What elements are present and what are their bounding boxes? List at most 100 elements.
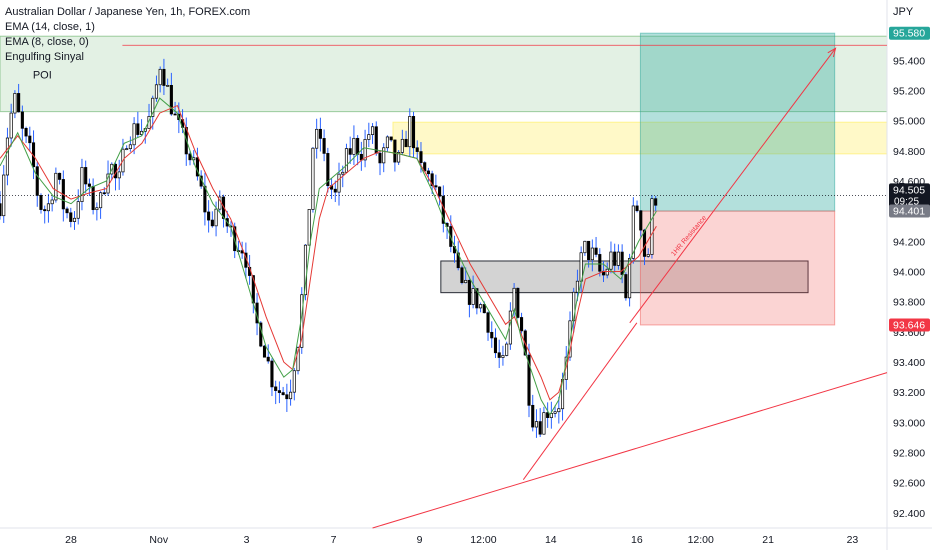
candle-body (520, 317, 524, 332)
candle-body (490, 331, 494, 339)
legend-ema-14[interactable]: EMA (14, close, 1) (5, 21, 95, 33)
candle-body (628, 258, 632, 299)
candle-body (389, 136, 393, 141)
candle-body (274, 386, 278, 391)
candle-body (505, 343, 509, 356)
candle-body (203, 185, 207, 213)
candle-body (285, 394, 289, 400)
entry-price-badge[interactable] (889, 204, 930, 218)
candle-body (270, 360, 274, 388)
candle-body (613, 251, 617, 266)
candle-body (590, 247, 594, 261)
stop-price-value: 93.646 (893, 319, 925, 331)
candle-body (378, 152, 382, 164)
trendlines-layer (0, 44, 888, 529)
candle-body (337, 173, 341, 193)
lower-trendline[interactable] (372, 372, 888, 529)
candle-body (125, 148, 129, 150)
candle-body (557, 408, 561, 413)
candle-body (426, 170, 430, 175)
candle-body (438, 186, 442, 197)
candle-body (493, 337, 498, 354)
target-price-value: 95.580 (893, 28, 925, 40)
entry-price-value: 94.401 (893, 206, 925, 218)
candle-body (91, 186, 95, 211)
candle-body (136, 123, 140, 135)
projection-arrow[interactable] (629, 47, 836, 324)
legend-engulfing[interactable]: Engulfing Sinyal (5, 51, 84, 63)
candle-body (17, 93, 21, 113)
candle-body (411, 116, 416, 149)
candle-body (318, 128, 322, 139)
x-tick-label: 14 (545, 534, 557, 546)
y-tick-label: 93.800 (893, 297, 925, 309)
y-tick-label: 94.000 (893, 267, 925, 279)
y-tick-label: 94.800 (893, 146, 925, 158)
candle-body (538, 421, 542, 435)
POI[interactable] (0, 35, 888, 113)
candle-body (169, 84, 173, 115)
candle-body (363, 139, 367, 161)
y-tick-label: 92.600 (893, 478, 925, 490)
candle-body (158, 68, 162, 86)
candle-body (397, 152, 401, 163)
x-tick-label: 3 (244, 534, 250, 546)
candle-body (76, 201, 80, 219)
candle-body (553, 411, 557, 414)
candle-body (281, 392, 285, 396)
candle-body (434, 185, 438, 188)
chart-title[interactable]: Australian Dollar / Japanese Yen, 1h, FO… (5, 6, 251, 18)
candle-body (39, 195, 43, 210)
candle-body (173, 113, 177, 116)
candle-body (87, 183, 91, 187)
y-tick-label: 95.400 (893, 55, 925, 67)
candle-body (404, 138, 408, 148)
candle-body (430, 173, 434, 187)
y-tick-label: 93.000 (893, 417, 925, 429)
current-price-value: 94.505 (893, 184, 925, 196)
candle-body (28, 135, 32, 144)
candle-body (542, 412, 546, 435)
projection-arrowhead (827, 47, 837, 58)
ema-8-line (0, 97, 657, 416)
candle-body (43, 209, 47, 212)
x-tick-label: 9 (417, 534, 423, 546)
candle-body (646, 254, 650, 257)
take-profit-zone[interactable] (639, 32, 836, 212)
candle-body (516, 287, 520, 318)
candle-body (117, 171, 121, 179)
current-price-time: 09:25 (894, 196, 919, 207)
x-tick-label: 21 (762, 534, 774, 546)
poi-label[interactable]: POI (33, 69, 52, 81)
candle-body (501, 355, 505, 358)
candle-body (419, 151, 423, 163)
candle-body (296, 347, 300, 372)
target-price-badge[interactable] (889, 26, 930, 40)
current-price-badge[interactable] (889, 183, 930, 208)
candle-body (594, 247, 598, 255)
candle-body (344, 148, 349, 173)
legend-ema-8[interactable]: EMA (8, close, 0) (5, 36, 89, 48)
candle-body (84, 167, 88, 185)
candle-body (9, 112, 13, 139)
stop-loss-zone[interactable] (639, 210, 836, 326)
stop-price-badge[interactable] (889, 318, 930, 332)
candle-body (631, 205, 635, 259)
candle-body (352, 137, 356, 155)
ema-14-line (0, 104, 657, 401)
candle-body (605, 268, 609, 276)
support-trendline[interactable] (522, 322, 638, 481)
candle-body (471, 288, 475, 305)
candle-body (20, 111, 24, 129)
x-tick-label: 28 (65, 534, 77, 546)
candle-body (583, 240, 587, 254)
candle-body (624, 274, 628, 299)
candle-body (326, 153, 330, 187)
candle-body (464, 279, 468, 284)
candle-body (311, 147, 315, 210)
candle-body (497, 352, 501, 358)
